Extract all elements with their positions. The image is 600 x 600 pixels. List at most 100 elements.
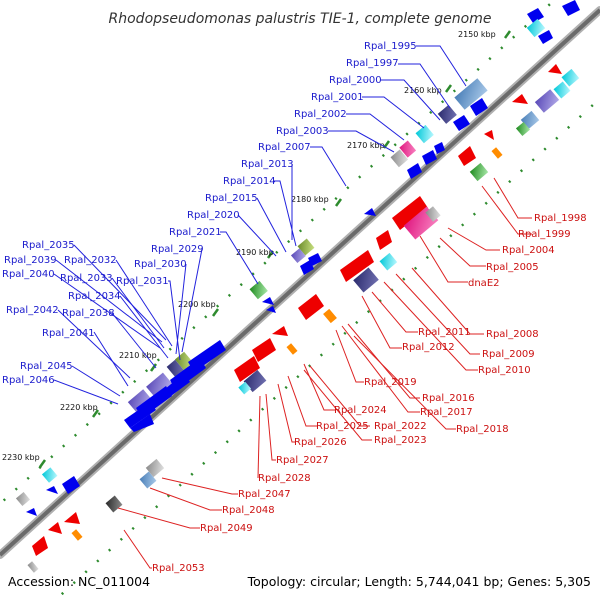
- gene-label: Rpal_2015: [205, 193, 258, 204]
- gene-label: Rpal_2013: [241, 159, 294, 170]
- gene-label: Rpal_2001: [311, 92, 364, 103]
- gene-label: Rpal_2011: [418, 327, 471, 338]
- gene-label: Rpal_2031: [116, 276, 169, 287]
- gene-arrow: [32, 536, 48, 556]
- gene-label: Rpal_2016: [422, 393, 475, 404]
- gene-box: [15, 491, 31, 507]
- gene-label: Rpal_2023: [374, 435, 427, 446]
- gene-box: [437, 104, 457, 124]
- gene-box: [553, 81, 571, 99]
- gene-label: Rpal_2039: [4, 255, 57, 266]
- gene-arrow: [376, 230, 392, 250]
- gene-label: Rpal_2007: [258, 142, 311, 153]
- gene-label: Rpal_2027: [276, 455, 329, 466]
- gene-arrow: [272, 326, 288, 336]
- gene-box: [27, 561, 39, 573]
- gene-label: Rpal_2041: [42, 328, 95, 339]
- gene-label: Rpal_2012: [402, 342, 455, 353]
- gene-label: Rpal_2009: [482, 349, 535, 360]
- gene-arrow: [262, 297, 274, 305]
- gene-label: Rpal_2047: [238, 489, 291, 500]
- genome-summary-text: Topology: circular; Length: 5,744,041 bp…: [247, 574, 591, 589]
- gene-arrow: [300, 260, 314, 275]
- gene-label: Rpal_2034: [68, 291, 121, 302]
- gene-box: [425, 206, 441, 222]
- gene-label: Rpal_2002: [294, 109, 347, 120]
- gene-label: Rpal_2003: [276, 126, 329, 137]
- gene-label: Rpal_2025: [316, 421, 369, 432]
- gene-label: Rpal_2022: [374, 421, 427, 432]
- gene-box: [146, 372, 172, 398]
- gene-label: Rpal_2045: [20, 361, 73, 372]
- gene-arrow: [422, 150, 437, 165]
- gene-arrow: [340, 250, 374, 282]
- gene-box: [491, 147, 503, 159]
- major-ticks: [38, 30, 512, 468]
- tick-label: 2150 kbp: [458, 30, 496, 39]
- gene-label: Rpal_2049: [200, 523, 253, 534]
- gene-arrow: [234, 356, 260, 382]
- tick-label: 2210 kbp: [119, 351, 157, 360]
- gene-label: dnaE2: [468, 278, 500, 289]
- gene-label: Rpal_2017: [420, 407, 473, 418]
- gene-label: Rpal_2018: [456, 424, 509, 435]
- gene-label: Rpal_2033: [60, 273, 113, 284]
- gene-label: Rpal_2042: [6, 305, 59, 316]
- gene-box: [415, 124, 434, 144]
- gene-arrow: [407, 163, 422, 179]
- gene-label: Rpal_2020: [187, 210, 240, 221]
- gene-arrow: [298, 294, 324, 320]
- gene-label: Rpal_2014: [223, 176, 276, 187]
- gene-box: [105, 495, 123, 513]
- forward-labels: Rpal_1995 Rpal_1997 Rpal_2000 Rpal_2001 …: [2, 41, 417, 386]
- tick-label: 2160 kbp: [404, 86, 442, 95]
- gene-box: [127, 389, 153, 413]
- gene-arrow: [308, 253, 322, 266]
- gene-label: Rpal_2019: [364, 377, 417, 388]
- gene-arrow: [527, 8, 544, 23]
- tick-label: 2200 kbp: [178, 300, 216, 309]
- gene-arrow: [458, 146, 476, 166]
- gene-label: Rpal_1999: [518, 229, 571, 240]
- gene-arrow: [26, 508, 37, 516]
- gene-label: Rpal_2005: [486, 262, 539, 273]
- gene-box: [454, 78, 488, 110]
- gene-box: [526, 18, 546, 38]
- gene-arrow: [484, 130, 494, 140]
- gene-arrow: [48, 522, 62, 534]
- reverse-leaders: [117, 177, 532, 569]
- gene-arrow: [364, 208, 376, 216]
- gene-label: Rpal_2021: [169, 227, 222, 238]
- gene-arrow: [266, 306, 276, 313]
- gene-label: Rpal_1997: [346, 58, 399, 69]
- gene-arrow: [64, 512, 80, 524]
- tick-label: 2170 kbp: [347, 141, 385, 150]
- gene-box: [139, 471, 157, 489]
- gene-label: Rpal_2053: [152, 563, 205, 574]
- gene-arrow: [124, 402, 156, 428]
- gene-label: Rpal_2008: [486, 329, 539, 340]
- gene-label: Rpal_2000: [329, 75, 382, 86]
- gene-label: Rpal_2032: [64, 255, 117, 266]
- gene-box: [399, 140, 417, 158]
- tick-label: 2190 kbp: [236, 248, 274, 257]
- gene-arrow: [252, 338, 276, 362]
- gene-label: Rpal_2010: [478, 365, 531, 376]
- gene-box: [379, 252, 398, 271]
- gene-label: Rpal_2046: [2, 375, 55, 386]
- tick-ring-inner: [53, 96, 600, 600]
- gene-box: [290, 248, 306, 264]
- gene-arrow: [538, 30, 553, 44]
- gene-label: Rpal_1998: [534, 213, 587, 224]
- forward-leaders: [53, 45, 467, 405]
- gene-label: Rpal_2040: [2, 269, 55, 280]
- tick-label: 2180 kbp: [291, 195, 329, 204]
- gene-arrow: [453, 115, 470, 131]
- gene-arrow: [130, 414, 154, 432]
- gene-box: [145, 458, 165, 478]
- gene-arrow: [46, 486, 58, 494]
- gene-label: Rpal_2035: [22, 240, 75, 251]
- gene-box: [71, 529, 83, 541]
- map-title: Rhodopseudomonas palustris TIE-1, comple…: [109, 11, 492, 27]
